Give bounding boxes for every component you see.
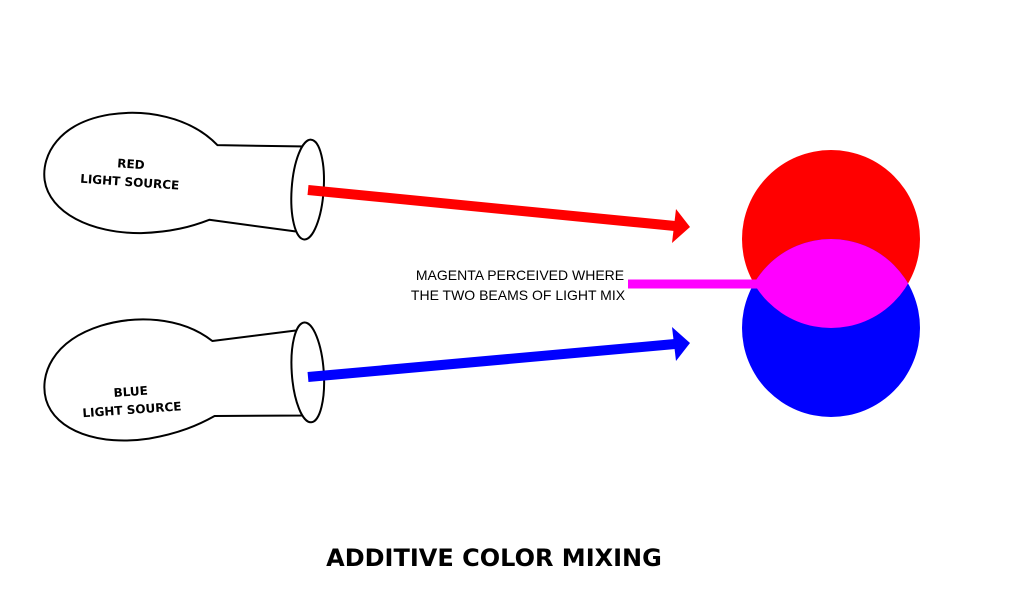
blue-source-label-line2: LIGHT SOURCE bbox=[82, 399, 182, 420]
blue-beam-arrow bbox=[307, 327, 690, 382]
blue-bulb-body bbox=[43, 318, 309, 442]
diagram-title: ADDITIVE COLOR MIXING bbox=[326, 544, 662, 572]
magenta-overlap-region bbox=[742, 239, 920, 328]
red-beam-shaft bbox=[307, 185, 676, 231]
red-beam-arrow bbox=[307, 185, 690, 243]
blue-source-label-line1: BLUE bbox=[113, 384, 148, 400]
annotation-line1: MAGENTA PERCEIVED WHERE bbox=[416, 267, 624, 283]
blue-light-source: BLUE LIGHT SOURCE bbox=[43, 318, 326, 442]
red-source-label-line2: LIGHT SOURCE bbox=[80, 172, 180, 193]
red-light-source: RED LIGHT SOURCE bbox=[43, 111, 325, 241]
blue-beam-arrowhead bbox=[672, 327, 690, 361]
blue-beam-shaft bbox=[307, 339, 676, 382]
annotation-line2: THE TWO BEAMS OF LIGHT MIX bbox=[411, 287, 626, 303]
red-bulb-body bbox=[43, 111, 309, 235]
red-source-label-line1: RED bbox=[117, 156, 145, 172]
light-mixing-circles bbox=[742, 150, 920, 417]
red-beam-arrowhead bbox=[672, 209, 690, 243]
